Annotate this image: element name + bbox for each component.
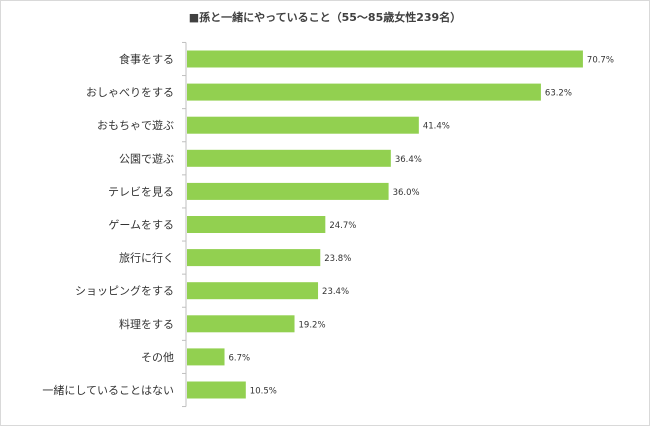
bar	[187, 116, 419, 134]
bar	[187, 315, 295, 333]
value-label: 24.7%	[329, 221, 356, 231]
bar	[187, 149, 391, 167]
bar	[187, 50, 583, 68]
value-label: 6.7%	[229, 353, 251, 363]
value-label: 10.5%	[250, 387, 277, 397]
bar	[187, 216, 326, 233]
category-label: 旅行に行く	[119, 251, 174, 265]
bar	[187, 348, 225, 366]
bar	[187, 282, 319, 300]
value-label: 41.4%	[423, 122, 450, 132]
category-label: 公園で遊ぶ	[119, 151, 174, 165]
category-label: テレビを見る	[108, 185, 174, 198]
value-label: 70.7%	[587, 56, 614, 66]
bar	[187, 249, 321, 267]
value-label: 36.4%	[395, 155, 422, 165]
value-label: 23.8%	[324, 254, 351, 264]
value-label: 63.2%	[545, 89, 572, 99]
bar	[187, 381, 246, 399]
category-label: ショッピングをする	[75, 284, 174, 298]
value-label: 19.2%	[299, 320, 326, 330]
category-label: おしゃべりをする	[86, 86, 174, 99]
category-label: おもちゃで遊ぶ	[97, 118, 174, 132]
chart-title: ■孫と一緒にやっていること（55～85歳女性239名）	[188, 11, 462, 24]
value-label: 36.0%	[393, 188, 420, 198]
category-label: 一緒にしていることはない	[42, 383, 174, 397]
bar	[187, 83, 541, 101]
category-label: 料理をする	[119, 317, 174, 331]
category-label: ゲームをする	[108, 219, 174, 232]
category-label: その他	[141, 351, 174, 364]
value-label: 23.4%	[322, 287, 349, 297]
category-label: 食事をする	[119, 52, 174, 66]
bar	[187, 182, 389, 200]
